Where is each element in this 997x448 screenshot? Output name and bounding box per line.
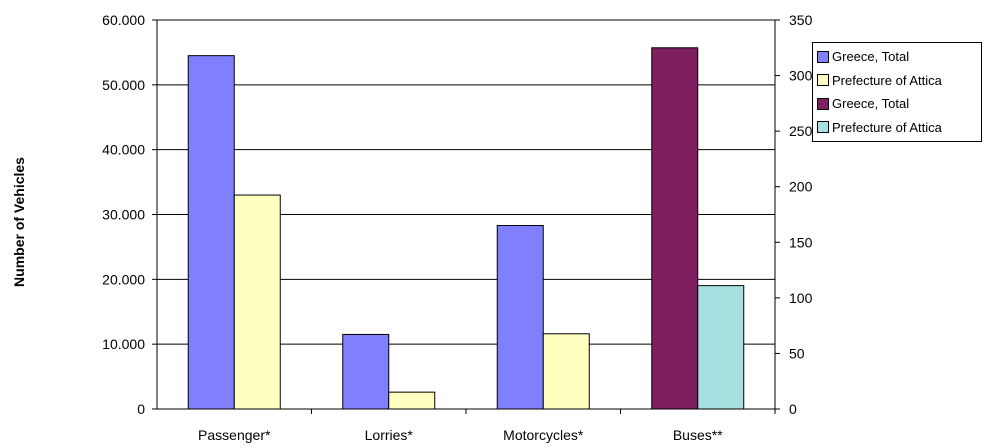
legend-item: Greece, Total <box>817 92 977 116</box>
x-tick-label: Passenger* <box>198 427 271 443</box>
left-tick-label: 50.000 <box>102 77 145 93</box>
bar-1-0 <box>233 194 281 410</box>
right-tick-label: 250 <box>789 123 813 139</box>
left-tick-label: 60.000 <box>102 12 145 28</box>
y-axis-title: Number of Vehicles <box>11 157 27 287</box>
legend-item: Prefecture of Attica <box>817 116 977 140</box>
x-tick-label: Buses** <box>673 427 723 443</box>
right-tick-label: 0 <box>789 401 797 417</box>
right-tick-label: 200 <box>789 179 813 195</box>
y-axis-title-container: Number of Vehicles <box>0 0 40 443</box>
legend-item: Prefecture of Attica <box>817 69 977 93</box>
right-tick-label: 100 <box>789 290 813 306</box>
legend-swatch <box>817 50 829 63</box>
right-tick-label: 50 <box>789 345 805 361</box>
legend-swatch <box>817 121 829 134</box>
left-tick-label: 40.000 <box>102 142 145 158</box>
legend-swatch <box>817 74 829 87</box>
bar-2-3 <box>651 47 699 410</box>
right-tick-label: 300 <box>789 68 813 84</box>
bar-0-1 <box>342 333 390 410</box>
bar-1-1 <box>388 391 436 410</box>
legend-label: Greece, Total <box>832 96 910 112</box>
legend-swatch <box>817 97 829 110</box>
legend-label: Greece, Total <box>832 49 910 65</box>
right-tick-label: 350 <box>789 12 813 28</box>
x-tick-label: Motorcycles* <box>503 427 584 443</box>
x-tick-label: Lorries* <box>365 427 414 443</box>
legend-item: Greece, Total <box>817 45 977 69</box>
legend: Greece, Total Prefecture of Attica Greece,… <box>812 42 982 142</box>
left-tick-label: 0 <box>137 401 145 417</box>
bar-0-2 <box>496 225 544 410</box>
right-tick-label: 150 <box>789 234 813 250</box>
left-tick-label: 30.000 <box>102 207 145 223</box>
legend-label: Prefecture of Attica <box>832 119 942 135</box>
legend-label: Prefecture of Attica <box>832 72 942 88</box>
bar-0-0 <box>187 55 235 410</box>
bar-3-3 <box>697 285 745 410</box>
left-tick-label: 20.000 <box>102 271 145 287</box>
left-tick-label: 10.000 <box>102 336 145 352</box>
bar-1-2 <box>542 333 590 410</box>
